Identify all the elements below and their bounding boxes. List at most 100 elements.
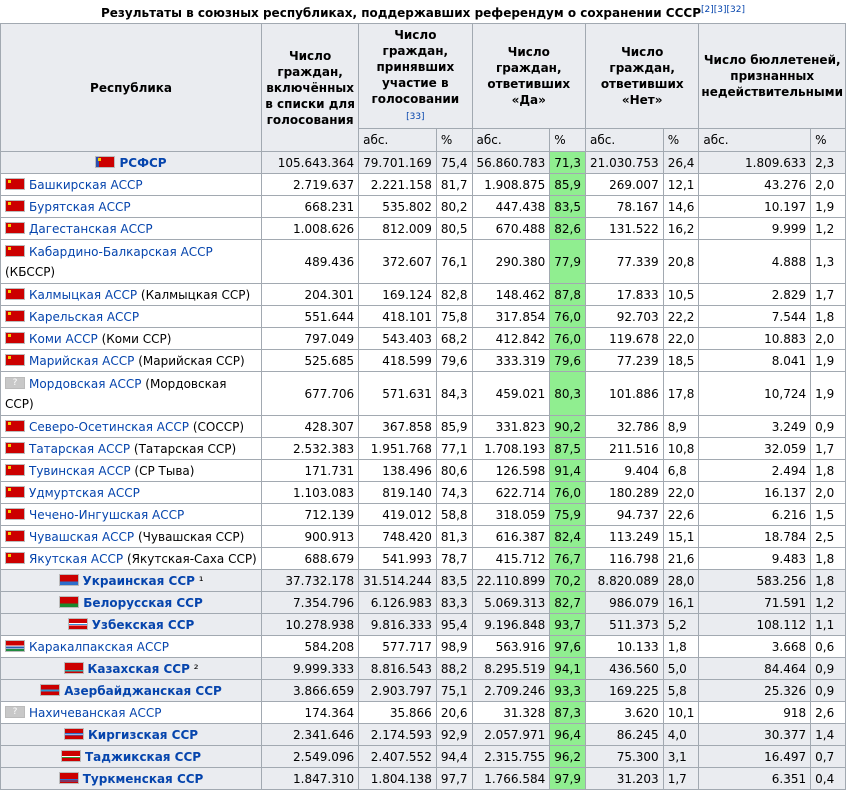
republic-link[interactable]: Бурятская АССР bbox=[29, 199, 131, 214]
invalid-pct-cell: 1,8 bbox=[810, 547, 846, 570]
flag-icon bbox=[63, 661, 84, 674]
no-abs-cell: 8.820.089 bbox=[584, 569, 664, 592]
invalid-pct-cell: 2,6 bbox=[810, 701, 846, 724]
flag-icon bbox=[5, 221, 25, 234]
republic-cell: Татарская АССР (Татарская ССР) bbox=[0, 437, 263, 460]
no-pct-cell: 10,1 bbox=[662, 701, 700, 724]
participated-abs-cell: 812.009 bbox=[358, 217, 437, 240]
table-row: Бурятская АССР 668.231 535.802 80,2 447.438 8… bbox=[0, 195, 846, 218]
no-abs-cell: 77.339 bbox=[584, 239, 664, 284]
republic-link[interactable]: Киргизская ССР bbox=[87, 727, 199, 742]
yes-pct-cell: 83,5 bbox=[549, 195, 586, 218]
republic-link[interactable]: Чувашская АССР bbox=[29, 529, 135, 544]
header-participated-ref[interactable]: [33] bbox=[406, 112, 425, 122]
republic-cell: Кабардино-Балкарская АССР (КБССР) bbox=[0, 239, 263, 284]
table-row: Калмыцкая АССР (Калмыцкая ССР) 204.301 169… bbox=[0, 283, 846, 306]
republic-link[interactable]: Башкирская АССР bbox=[29, 177, 143, 192]
yes-abs-cell: 9.196.848 bbox=[471, 613, 551, 636]
no-pct-cell: 4,0 bbox=[662, 723, 700, 746]
registered-cell: 489.436 bbox=[261, 239, 360, 284]
yes-pct-cell: 90,2 bbox=[549, 415, 586, 438]
invalid-pct-cell: 2,3 bbox=[810, 151, 846, 174]
sub-abs: абс. bbox=[471, 128, 551, 152]
republic-link[interactable]: Казахская ССР bbox=[87, 661, 190, 676]
republic-link[interactable]: Татарская АССР bbox=[29, 441, 131, 456]
no-pct-cell: 22,0 bbox=[662, 327, 700, 350]
invalid-pct-cell: 0,6 bbox=[810, 635, 846, 658]
republic-link[interactable]: РСФСР bbox=[119, 155, 167, 170]
yes-pct-cell: 77,9 bbox=[549, 239, 586, 284]
republic-link[interactable]: Азербайджанская ССР bbox=[64, 683, 222, 698]
participated-abs-cell: 2.407.552 bbox=[358, 745, 437, 768]
republic-link[interactable]: Северо-Осетинская АССР bbox=[29, 419, 190, 434]
table-row: Северо-Осетинская АССР (СОССР) 428.307 367… bbox=[0, 415, 846, 438]
participated-abs-cell: 31.514.244 bbox=[358, 569, 437, 592]
yes-abs-cell: 126.598 bbox=[471, 459, 551, 482]
republic-link[interactable]: Тувинская АССР bbox=[29, 463, 131, 478]
republic-link[interactable]: Дагестанская АССР bbox=[29, 221, 153, 236]
republic-link[interactable]: Туркменская ССР bbox=[82, 771, 204, 786]
no-pct-cell: 22,2 bbox=[662, 305, 700, 328]
yes-pct-cell: 82,4 bbox=[549, 525, 586, 548]
yes-abs-cell: 5.069.313 bbox=[471, 591, 551, 614]
republic-link[interactable]: Чечено-Ингушская АССР bbox=[29, 507, 185, 522]
header-yes: Число граждан, ответивших «Да» bbox=[471, 23, 586, 129]
participated-abs-cell: 535.802 bbox=[358, 195, 437, 218]
invalid-abs-cell: 16.137 bbox=[698, 481, 812, 504]
republic-cell: Украинская ССР ¹ bbox=[0, 569, 263, 592]
registered-cell: 1.103.083 bbox=[261, 481, 360, 504]
flag-icon bbox=[95, 155, 116, 168]
invalid-pct-cell: 1,5 bbox=[810, 503, 846, 526]
registered-cell: 551.644 bbox=[261, 305, 360, 328]
flag-icon bbox=[5, 485, 25, 498]
yes-abs-cell: 2.315.755 bbox=[471, 745, 551, 768]
participated-pct-cell: 88,2 bbox=[435, 657, 473, 680]
yes-abs-cell: 331.823 bbox=[471, 415, 551, 438]
yes-abs-cell: 1.708.193 bbox=[471, 437, 551, 460]
republic-link[interactable]: Кабардино-Балкарская АССР bbox=[29, 244, 213, 259]
republic-link[interactable]: Белорусская ССР bbox=[83, 595, 203, 610]
sub-pct: % bbox=[549, 128, 586, 152]
caption-refs[interactable]: [2][3][32] bbox=[701, 5, 745, 15]
table-row: Карельская АССР 551.644 418.101 75,8 317.854… bbox=[0, 305, 846, 328]
yes-pct-cell: 82,7 bbox=[549, 591, 586, 614]
republic-cell: ? Нахичеванская АССР bbox=[0, 701, 263, 724]
no-abs-cell: 511.373 bbox=[584, 613, 664, 636]
republic-link[interactable]: Коми АССР bbox=[29, 331, 98, 346]
invalid-abs-cell: 3.249 bbox=[698, 415, 812, 438]
republic-link[interactable]: Калмыцкая АССР bbox=[29, 287, 138, 302]
republic-link[interactable]: Карельская АССР bbox=[29, 309, 140, 324]
invalid-abs-cell: 4.888 bbox=[698, 239, 812, 284]
registered-cell: 525.685 bbox=[261, 349, 360, 372]
table-row: Узбекская ССР 10.278.938 9.816.333 95,4 9.19… bbox=[0, 613, 846, 636]
republic-link[interactable]: Марийская АССР bbox=[29, 353, 135, 368]
republic-link[interactable]: Таджикская ССР bbox=[84, 749, 202, 764]
participated-pct-cell: 80,2 bbox=[435, 195, 473, 218]
registered-cell: 174.364 bbox=[261, 701, 360, 724]
republic-link[interactable]: Каракалпакская АССР bbox=[29, 639, 169, 654]
no-abs-cell: 75.300 bbox=[584, 745, 664, 768]
yes-pct-cell: 79,6 bbox=[549, 349, 586, 372]
no-abs-cell: 32.786 bbox=[584, 415, 664, 438]
invalid-pct-cell: 1,7 bbox=[810, 283, 846, 306]
republic-link[interactable]: Украинская ССР bbox=[82, 573, 195, 588]
flag-icon bbox=[5, 309, 25, 322]
invalid-pct-cell: 0,9 bbox=[810, 657, 846, 680]
republic-link[interactable]: Удмуртская АССР bbox=[29, 485, 140, 500]
invalid-pct-cell: 1,9 bbox=[810, 371, 846, 416]
participated-pct-cell: 78,7 bbox=[435, 547, 473, 570]
invalid-abs-cell: 32.059 bbox=[698, 437, 812, 460]
sub-pct: % bbox=[662, 128, 700, 152]
invalid-pct-cell: 1,9 bbox=[810, 195, 846, 218]
yes-pct-cell: 76,7 bbox=[549, 547, 586, 570]
republic-link[interactable]: Узбекская ССР bbox=[91, 617, 195, 632]
no-pct-cell: 17,8 bbox=[662, 371, 700, 416]
flag-icon bbox=[5, 419, 25, 432]
participated-abs-cell: 543.403 bbox=[358, 327, 437, 350]
republic-link[interactable]: Мордовская АССР bbox=[29, 376, 142, 391]
no-pct-cell: 5,2 bbox=[662, 613, 700, 636]
republic-link[interactable]: Нахичеванская АССР bbox=[29, 705, 162, 720]
republic-cell: Якутская АССР (Якутская-Саха ССР) bbox=[0, 547, 263, 570]
republic-link[interactable]: Якутская АССР bbox=[29, 551, 124, 566]
registered-cell: 37.732.178 bbox=[261, 569, 360, 592]
